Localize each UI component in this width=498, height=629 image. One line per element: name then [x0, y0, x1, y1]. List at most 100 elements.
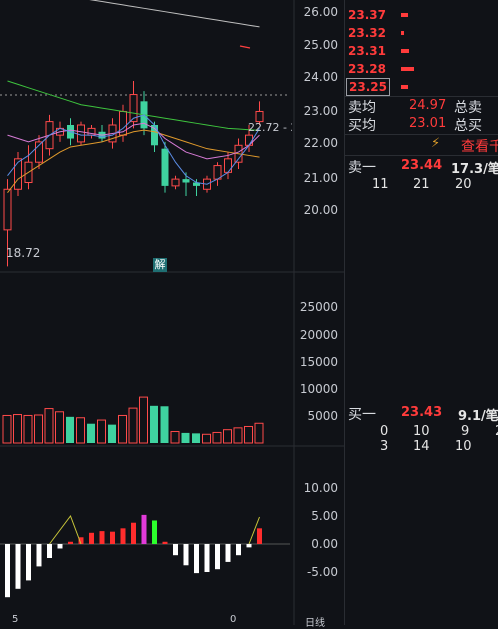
volume-bar	[181, 432, 190, 443]
price-axis-label: 20.00	[303, 203, 338, 217]
macd-bar	[194, 544, 199, 574]
sell-level-row[interactable]: 23.31	[345, 42, 498, 60]
candle-body	[14, 158, 22, 190]
sell-level-volume-bar	[401, 67, 414, 71]
candlestick[interactable]	[14, 152, 22, 197]
sell-one-breakdown: 11 21 20	[345, 177, 498, 193]
volume-bar	[76, 417, 85, 444]
sell-avg-value: 24.97	[409, 98, 447, 113]
volume-bar	[87, 423, 95, 443]
buy-total-label: 总买	[454, 118, 482, 134]
candlestick[interactable]	[129, 81, 138, 129]
breakdown-value: 9	[461, 424, 470, 439]
volume-bar	[2, 414, 12, 444]
macd-bar	[236, 544, 241, 556]
candlestick[interactable]	[213, 162, 222, 186]
volume-axis-label: 5000	[307, 409, 338, 423]
macd-bar	[99, 531, 105, 544]
macd-bar	[47, 544, 52, 558]
candle-body	[151, 125, 158, 146]
candle-body	[3, 188, 12, 231]
macd-axis-label: -5.00	[306, 565, 338, 579]
breakdown-value: 20	[455, 177, 472, 192]
volume-bar	[170, 431, 180, 444]
candlestick[interactable]	[171, 175, 180, 190]
buy-one-volume: 9.1/笔	[458, 409, 498, 424]
volume-bar	[55, 411, 64, 444]
macd-bar	[257, 528, 262, 544]
candlestick[interactable]	[98, 125, 106, 142]
macd-signal-line	[248, 516, 260, 545]
candle-body	[245, 134, 253, 146]
price-axis-label: 23.00	[303, 104, 338, 118]
macd-bar	[36, 544, 42, 567]
macd-bar	[57, 544, 63, 549]
sell-total-label: 总卖	[454, 100, 482, 116]
candlestick[interactable]	[24, 145, 33, 190]
volume-bar	[118, 414, 127, 444]
sell-level-row[interactable]: 23.25	[345, 78, 498, 96]
candle-body	[193, 182, 200, 186]
macd-bar	[173, 544, 178, 556]
candlestick[interactable]	[140, 91, 148, 136]
macd-bar	[162, 541, 168, 544]
jie-badge[interactable]: 解	[153, 258, 167, 272]
candlestick[interactable]	[3, 179, 12, 267]
candlestick[interactable]	[87, 125, 96, 139]
macd-bar	[246, 544, 252, 548]
macd-bar	[225, 544, 231, 562]
price-axis-label: 21.00	[303, 171, 338, 185]
volume-bar	[139, 396, 148, 444]
sell-level-row[interactable]: 23.28	[345, 60, 498, 78]
lightning-icon[interactable]: ⚡	[431, 136, 441, 151]
date-label-mid: 0	[230, 614, 237, 625]
sell-level-volume-bar	[401, 31, 404, 35]
sell-level-price: 23.32	[348, 26, 386, 40]
volume-bar	[244, 425, 253, 444]
divider	[345, 96, 498, 97]
buy-one-row[interactable]: 买一 23.43 9.1/笔	[345, 404, 498, 424]
volume-bar	[223, 429, 232, 444]
kline-chart[interactable]	[0, 0, 344, 625]
macd-signal-line	[49, 514, 82, 545]
candle-body	[129, 94, 138, 123]
macd-axis: 10.00 5.00 0.00 -5.00	[296, 446, 342, 625]
price-axis-label: 22.00	[303, 136, 338, 150]
ma-line	[89, 0, 260, 28]
view-thousand-link[interactable]: 查看千	[461, 139, 498, 155]
breakdown-value: 0	[380, 424, 389, 439]
candlestick[interactable]	[77, 121, 85, 146]
breakdown-value: 10	[413, 424, 430, 439]
ma-line	[7, 80, 260, 131]
breakdown-value: 2	[495, 424, 498, 439]
macd-axis-label: 10.00	[303, 481, 338, 495]
sell-one-price: 23.44	[401, 158, 443, 173]
macd-bar	[26, 544, 31, 581]
candlestick[interactable]	[161, 141, 169, 193]
sell-level-row[interactable]: 23.37	[345, 6, 498, 24]
buy-avg-label: 买均	[348, 118, 376, 134]
candlestick[interactable]	[255, 101, 264, 125]
chart-area[interactable]: 26.00 25.00 24.00 23.00 22.00 21.00 20.0…	[0, 0, 344, 629]
candle-body	[224, 158, 232, 173]
buy-one-breakdown-1: 0 10 9 2	[345, 424, 498, 440]
candle-body	[77, 124, 85, 143]
sell-one-row[interactable]: 卖一 23.44 17.3/笔	[345, 156, 498, 177]
candle-body	[255, 110, 264, 123]
sell-level-price: 23.31	[348, 44, 386, 58]
macd-bar	[68, 541, 73, 544]
macd-bar	[78, 537, 84, 544]
period-label[interactable]: 日线	[305, 618, 325, 629]
candlestick[interactable]	[193, 179, 200, 197]
volume-axis-label: 15000	[299, 355, 338, 369]
sell-level-price: 23.28	[348, 62, 386, 76]
macd-bar	[15, 544, 21, 589]
sell-level-row[interactable]: 23.32	[345, 24, 498, 42]
volume-axis-label: 10000	[299, 382, 338, 396]
volume-bar	[233, 427, 243, 444]
candlestick[interactable]	[151, 121, 158, 153]
macd-bar	[131, 522, 136, 544]
candlestick[interactable]	[35, 135, 43, 169]
sell-level-price: 23.37	[348, 8, 386, 22]
sell-level-volume-bar	[401, 49, 409, 53]
